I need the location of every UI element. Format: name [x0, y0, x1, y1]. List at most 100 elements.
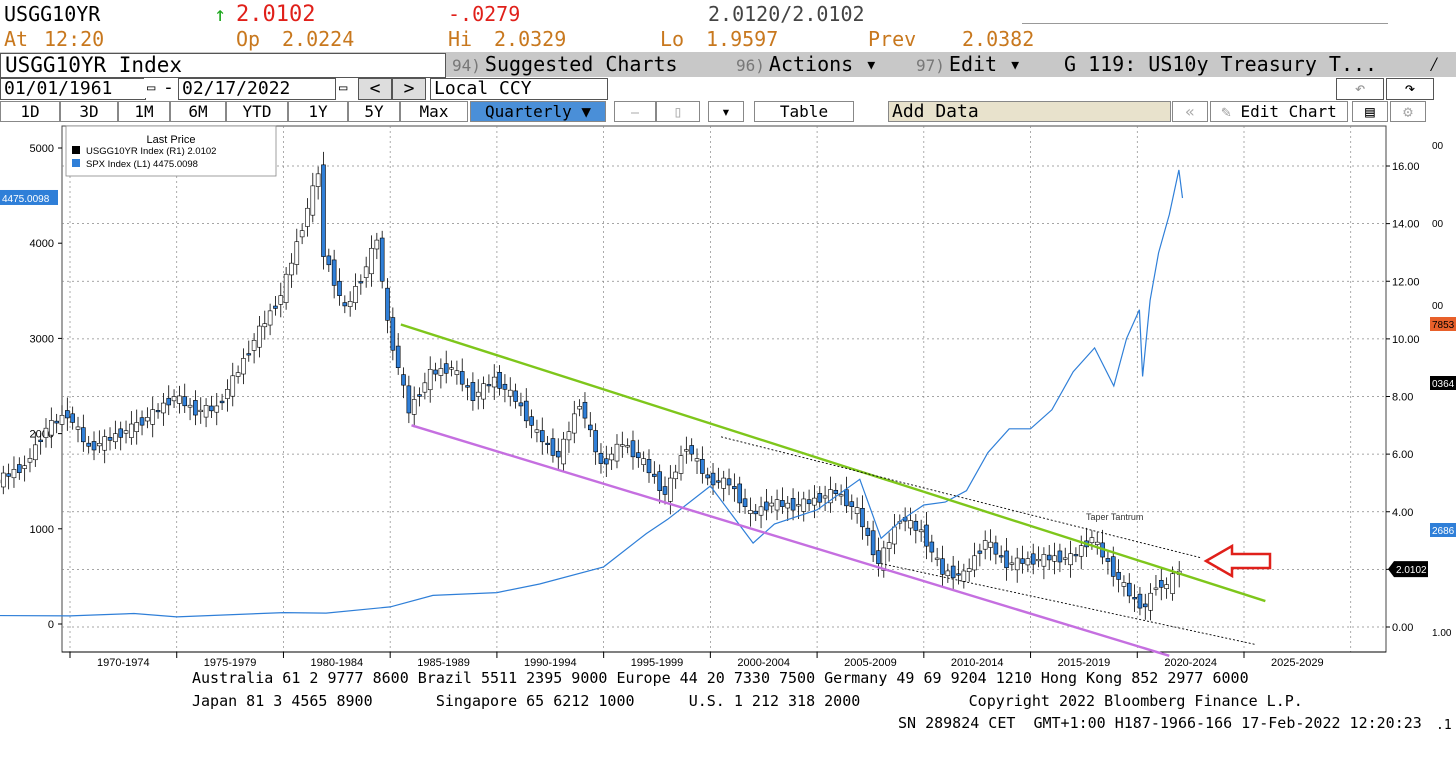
ticker-bar: USGG10YR ↑ 2.0102 -.0279 2.0120/2.0102 A…: [0, 0, 1456, 52]
candle-body: [374, 239, 380, 250]
x-tick-label: 1980-1984: [311, 657, 364, 669]
next-period-button[interactable]: >: [392, 78, 426, 100]
actions-menu[interactable]: 96) Actions ▾: [730, 53, 910, 76]
start-date-input[interactable]: 01/01/1961: [0, 78, 146, 100]
actions-num: 96): [736, 56, 765, 75]
candle-body: [1153, 587, 1159, 590]
currency-select[interactable]: Local CCY: [430, 78, 608, 100]
gear-icon[interactable]: ⚙: [1390, 101, 1426, 122]
x-tick-label: 1995-1999: [631, 657, 684, 669]
annotations: Taper Tantrum: [1086, 512, 1272, 579]
collapse-icon[interactable]: «: [1172, 101, 1208, 122]
start-calendar-icon[interactable]: ▭: [144, 78, 164, 98]
legend-swatch: [72, 146, 80, 154]
right-tick-label: 14.00: [1392, 219, 1420, 231]
candle-body: [491, 376, 497, 388]
candle-body: [950, 565, 956, 579]
candle-body: [1041, 554, 1047, 567]
candle-body: [225, 388, 230, 399]
add-data-button[interactable]: Add Data: [888, 101, 1171, 122]
candle-body: [449, 367, 454, 370]
line-style-icon[interactable]: ⎯: [614, 101, 656, 122]
prev-period-button[interactable]: <: [358, 78, 392, 100]
right-tick-label: 8.00: [1392, 392, 1413, 404]
candle-body: [582, 401, 588, 419]
candle-body: [358, 281, 364, 284]
style-dropdown[interactable]: ▾: [708, 101, 744, 122]
candle-body: [401, 374, 406, 386]
candle-body: [123, 430, 129, 434]
candle-body: [6, 473, 11, 477]
candle-body: [203, 405, 209, 418]
candle-body: [369, 247, 374, 275]
chart-grid: [61, 125, 1387, 653]
candle-body: [278, 295, 284, 305]
candle-body: [70, 413, 75, 423]
bid-ask: 2.0120/2.0102: [708, 2, 865, 26]
prev-value: 2.0382: [962, 27, 1035, 51]
candle-body: [817, 493, 823, 503]
range-button-3d[interactable]: 3D: [60, 101, 118, 122]
edit-chart-button[interactable]: ✎ Edit Chart: [1210, 101, 1348, 122]
range-button-1y[interactable]: 1Y: [288, 101, 348, 122]
candle-body: [716, 480, 721, 483]
edit-menu[interactable]: 97) Edit ▾: [910, 53, 1042, 76]
range-button-6m[interactable]: 6M: [170, 101, 226, 122]
candle-body: [390, 317, 396, 351]
candle-body: [780, 500, 785, 507]
candle-body: [587, 424, 593, 431]
x-tick-label: 2015-2019: [1058, 657, 1111, 669]
range-button-5y[interactable]: 5Y: [348, 101, 400, 122]
suggested-label: Suggested Charts: [484, 53, 678, 76]
candle-body: [844, 489, 849, 507]
candle-body: [427, 369, 433, 391]
candle-style-icon[interactable]: ▯: [656, 101, 700, 122]
candle-body: [38, 439, 43, 443]
right-tick-label: 0.00: [1392, 622, 1413, 634]
redo-icon[interactable]: ↷: [1386, 78, 1434, 100]
undo-icon[interactable]: ↶: [1336, 78, 1384, 100]
candle-body: [1132, 597, 1137, 600]
candle-body: [1078, 545, 1084, 557]
candle-body: [11, 469, 17, 479]
open-value: 2.0224: [282, 27, 355, 51]
range-button-ytd[interactable]: YTD: [226, 101, 288, 122]
window-corner-icon[interactable]: ⁄: [1428, 53, 1441, 76]
candle-body: [796, 504, 801, 507]
candle-body: [422, 382, 428, 393]
candle-body: [545, 442, 550, 445]
chart-settings-icon[interactable]: ▤: [1352, 101, 1388, 122]
table-button[interactable]: Table: [754, 101, 854, 122]
candle-body: [1036, 558, 1041, 562]
security-title[interactable]: USGG10YR Index: [0, 53, 446, 78]
candle-body: [822, 495, 828, 499]
candle-body: [646, 459, 652, 474]
candle-body: [998, 555, 1004, 558]
period-select[interactable]: Quarterly ▼: [470, 101, 606, 122]
candle-body: [876, 550, 881, 564]
candle-body: [113, 433, 118, 443]
candle-body: [475, 391, 481, 397]
end-calendar-icon[interactable]: ▭: [336, 78, 356, 98]
right-tick-label: 10.00: [1392, 334, 1420, 346]
x-tick-label: 1990-1994: [524, 657, 577, 669]
candle-body: [870, 530, 876, 556]
candle-body: [892, 526, 897, 545]
candle-body: [684, 449, 689, 452]
range-button-1m[interactable]: 1M: [118, 101, 170, 122]
range-button-1d[interactable]: 1D: [0, 101, 60, 122]
candle-body: [411, 399, 417, 415]
candle-body: [305, 207, 310, 227]
spx-last-badge-text: 4475.0098: [2, 194, 50, 205]
candle-body: [710, 472, 716, 486]
edge-label: 1.00: [1432, 628, 1452, 639]
suggested-charts-button[interactable]: 94) Suggested Charts: [446, 53, 730, 76]
end-date-input[interactable]: 02/17/2022: [178, 78, 336, 100]
range-button-max[interactable]: Max: [400, 101, 468, 122]
candle-body: [17, 464, 22, 473]
right-tick-label: 16.00: [1392, 161, 1420, 173]
footer-contacts-1: Australia 61 2 9777 8600 Brazil 5511 239…: [192, 669, 1249, 687]
candle-body: [657, 471, 662, 491]
